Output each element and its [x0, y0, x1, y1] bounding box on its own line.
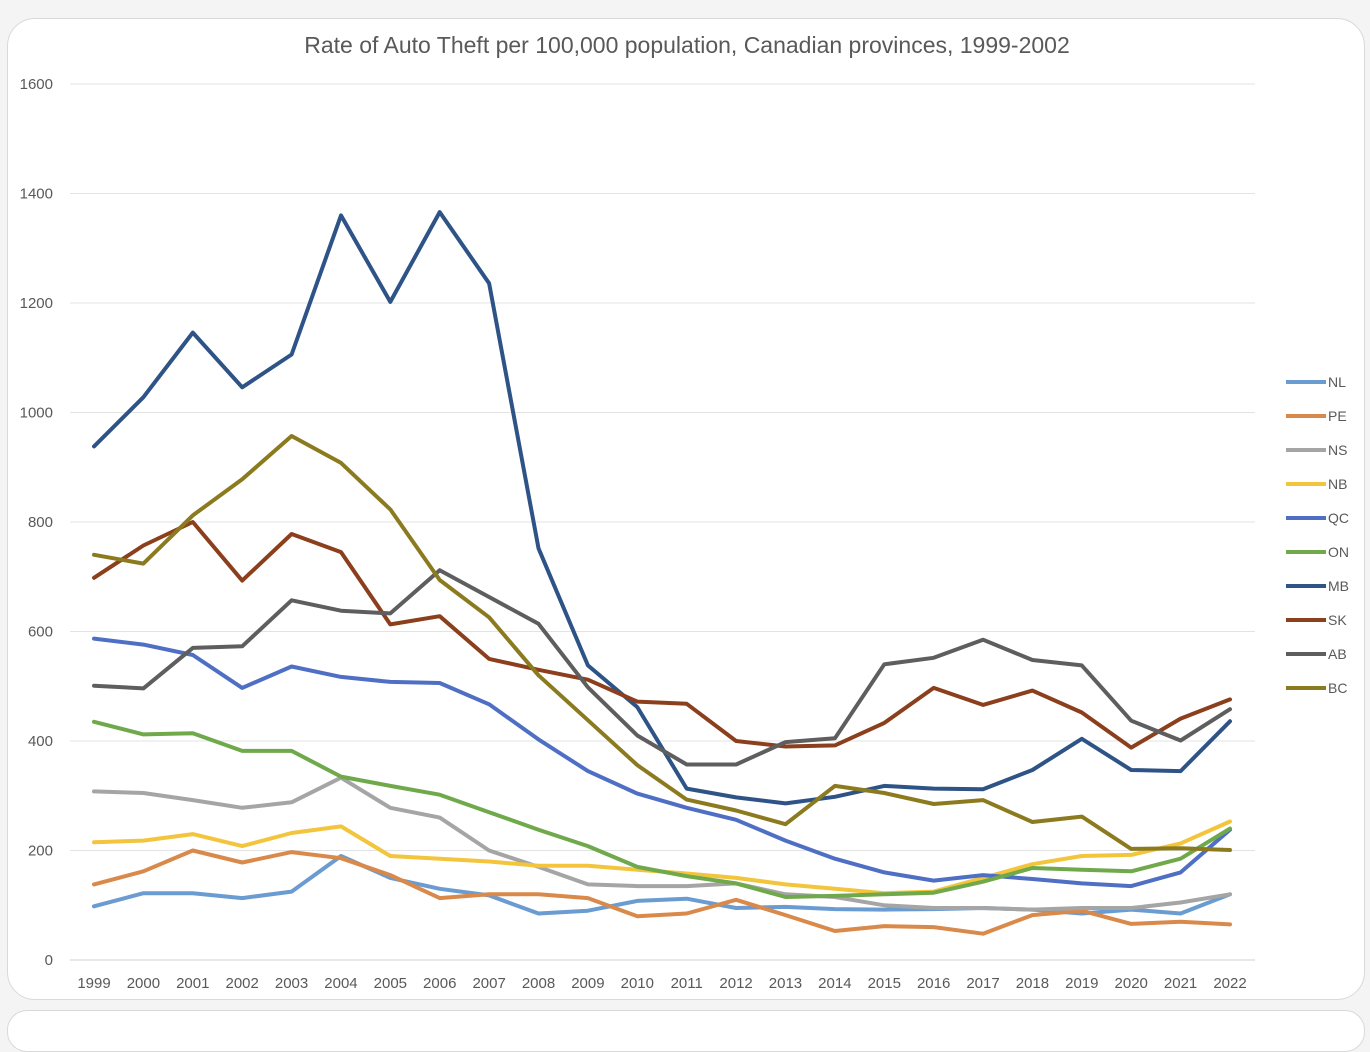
- legend-label-nl: NL: [1328, 374, 1346, 390]
- y-tick-label: 400: [28, 733, 53, 750]
- chart-title: Rate of Auto Theft per 100,000 populatio…: [304, 32, 1070, 58]
- legend-label-nb: NB: [1328, 476, 1347, 492]
- legend: NL PE NS NB QC ON MB SK AB BC: [1286, 374, 1349, 696]
- series-line-ns: [92, 775, 1232, 912]
- legend-label-ab: AB: [1328, 646, 1347, 662]
- x-tick-label: 2009: [571, 975, 604, 992]
- y-tick-label: 1000: [20, 405, 53, 422]
- x-tick-label: 2015: [868, 975, 901, 992]
- x-tick-label: 2006: [423, 975, 456, 992]
- x-tick-label: 2022: [1213, 975, 1246, 992]
- line-chart: Rate of Auto Theft per 100,000 populatio…: [20, 32, 1349, 992]
- x-tick-label: 2001: [176, 975, 209, 992]
- y-tick-label: 200: [28, 843, 53, 860]
- series-line-sk: [92, 520, 1232, 750]
- series-line-ab: [92, 568, 1232, 767]
- x-tick-label: 2005: [374, 975, 407, 992]
- series-line-qc: [92, 636, 1232, 889]
- next-card-edge: [7, 1010, 1365, 1052]
- x-tick-label: 2011: [671, 975, 703, 992]
- series-line-mb: [92, 210, 1232, 806]
- x-tick-label: 2010: [621, 975, 654, 992]
- legend-label-sk: SK: [1328, 612, 1347, 628]
- chart-card: [7, 18, 1365, 1000]
- x-tick-label: 2018: [1016, 975, 1049, 992]
- y-tick-label: 600: [28, 624, 53, 641]
- x-tick-label: 2021: [1164, 975, 1197, 992]
- y-axis-ticks: 0 200 400 600 800 1000 1200 1400 1600: [20, 76, 53, 969]
- y-tick-label: 1200: [20, 295, 53, 312]
- x-tick-label: 2003: [275, 975, 308, 992]
- x-tick-label: 2004: [324, 975, 357, 992]
- y-tick-label: 1400: [20, 186, 53, 203]
- legend-label-mb: MB: [1328, 578, 1349, 594]
- y-tick-label: 0: [45, 952, 53, 969]
- x-tick-label: 2007: [472, 975, 505, 992]
- series-line-bc: [92, 434, 1232, 852]
- legend-label-ns: NS: [1328, 442, 1347, 458]
- x-tick-label: 2017: [966, 975, 999, 992]
- series-lines: [92, 210, 1232, 936]
- x-tick-label: 2002: [225, 975, 258, 992]
- x-tick-label: 1999: [77, 975, 110, 992]
- x-tick-label: 2019: [1065, 975, 1098, 992]
- legend-label-bc: BC: [1328, 680, 1347, 696]
- x-tick-label: 2000: [127, 975, 160, 992]
- series-line-pe: [92, 848, 1232, 936]
- x-tick-label: 2013: [769, 975, 802, 992]
- x-tick-label: 2008: [522, 975, 555, 992]
- legend-label-pe: PE: [1328, 408, 1347, 424]
- x-tick-label: 2014: [818, 975, 851, 992]
- x-axis-ticks: 1999 2000 2001 2002 2003 2004 2005 2006 2007 2008…: [77, 975, 1246, 992]
- y-tick-label: 800: [28, 514, 53, 531]
- gridlines: [70, 83, 1255, 961]
- series-line-on: [92, 719, 1232, 899]
- y-tick-label: 1600: [20, 76, 53, 93]
- x-tick-label: 2016: [917, 975, 950, 992]
- x-tick-label: 2020: [1115, 975, 1148, 992]
- legend-label-qc: QC: [1328, 510, 1349, 526]
- legend-label-on: ON: [1328, 544, 1349, 560]
- x-tick-label: 2012: [719, 975, 752, 992]
